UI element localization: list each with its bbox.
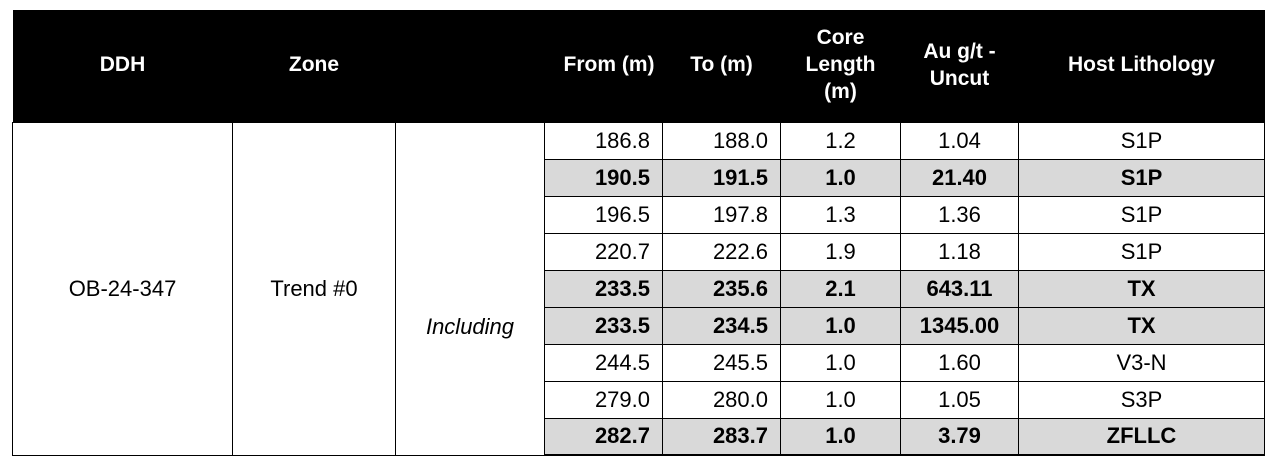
from-cell: 282.7 bbox=[544, 417, 663, 456]
assay-results-table-container: DDH Zone From (m) To (m) Core Length (m)… bbox=[12, 10, 1265, 456]
table-row: 279.0 280.0 1.0 1.05 S3P bbox=[13, 380, 1265, 419]
to-cell: 188.0 bbox=[662, 121, 781, 160]
length-cell: 1.0 bbox=[780, 306, 901, 345]
header-from: From (m) bbox=[544, 10, 663, 122]
host-cell: S1P bbox=[1018, 121, 1265, 160]
to-cell: 235.6 bbox=[662, 269, 781, 308]
au-cell: 1.18 bbox=[900, 232, 1019, 271]
header-core-line3: (m) bbox=[824, 80, 857, 104]
length-cell: 1.0 bbox=[780, 343, 901, 382]
table-row: OB-24-347 Trend #0 Including 186.8 188.0… bbox=[12, 121, 1265, 456]
header-to: To (m) bbox=[662, 10, 781, 122]
length-cell: 2.1 bbox=[780, 269, 901, 308]
length-cell: 1.0 bbox=[780, 380, 901, 419]
length-cell: 1.3 bbox=[780, 195, 901, 234]
au-cell: 1.36 bbox=[900, 195, 1019, 234]
table-row: 233.5 235.6 2.1 643.11 TX bbox=[13, 269, 1265, 308]
to-cell: 222.6 bbox=[662, 232, 781, 271]
header-core-line1: Core bbox=[816, 26, 865, 50]
to-cell: 245.5 bbox=[662, 343, 781, 382]
length-cell: 1.0 bbox=[780, 417, 901, 456]
table-row: 282.7 283.7 1.0 3.79 ZFLLC bbox=[13, 417, 1265, 456]
host-cell: S1P bbox=[1018, 158, 1265, 197]
from-cell: 186.8 bbox=[544, 121, 663, 160]
to-cell: 197.8 bbox=[662, 195, 781, 234]
from-cell: 220.7 bbox=[544, 232, 663, 271]
au-cell: 3.79 bbox=[900, 417, 1019, 456]
to-cell: 280.0 bbox=[662, 380, 781, 419]
host-cell: S3P bbox=[1018, 380, 1265, 419]
header-core-length: Core Length (m) bbox=[780, 10, 901, 122]
from-cell: 279.0 bbox=[544, 380, 663, 419]
length-cell: 1.9 bbox=[780, 232, 901, 271]
header-au-line2: Uncut bbox=[929, 66, 990, 90]
from-cell: 233.5 bbox=[544, 306, 663, 345]
host-cell: V3-N bbox=[1018, 343, 1265, 382]
including-label: Including bbox=[425, 313, 515, 339]
au-cell: 1.05 bbox=[900, 380, 1019, 419]
au-cell: 1.60 bbox=[900, 343, 1019, 382]
length-cell: 1.2 bbox=[780, 121, 901, 160]
host-cell: S1P bbox=[1018, 195, 1265, 234]
header-zone: Zone bbox=[232, 10, 396, 122]
au-cell: 1.04 bbox=[900, 121, 1019, 160]
header-ddh: DDH bbox=[12, 10, 233, 122]
table-row: 220.7 222.6 1.9 1.18 S1P bbox=[13, 232, 1265, 271]
table-row: 190.5 191.5 1.0 21.40 S1P bbox=[13, 158, 1265, 197]
au-cell: 21.40 bbox=[900, 158, 1019, 197]
from-cell: 190.5 bbox=[544, 158, 663, 197]
header-note bbox=[395, 10, 545, 122]
header-au-uncut: Au g/t - Uncut bbox=[900, 10, 1019, 122]
from-cell: 233.5 bbox=[544, 269, 663, 308]
header-host-lithology: Host Lithology bbox=[1018, 10, 1265, 122]
table-row: 233.5 234.5 1.0 1345.00 TX bbox=[13, 306, 1265, 345]
au-cell: 1345.00 bbox=[900, 306, 1019, 345]
to-cell: 191.5 bbox=[662, 158, 781, 197]
host-cell: TX bbox=[1018, 269, 1265, 308]
from-cell: 196.5 bbox=[544, 195, 663, 234]
header-row: DDH Zone From (m) To (m) Core Length (m)… bbox=[12, 10, 1265, 122]
length-cell: 1.0 bbox=[780, 158, 901, 197]
ddh-cell: OB-24-347 bbox=[12, 121, 233, 456]
zone-cell: Trend #0 bbox=[232, 121, 396, 456]
note-cell: Including bbox=[395, 121, 545, 456]
to-cell: 283.7 bbox=[662, 417, 781, 456]
host-cell: TX bbox=[1018, 306, 1265, 345]
header-core-line2: Length bbox=[805, 53, 876, 77]
from-cell: 244.5 bbox=[544, 343, 663, 382]
header-au-line1: Au g/t - bbox=[923, 39, 996, 63]
to-cell: 234.5 bbox=[662, 306, 781, 345]
host-cell: S1P bbox=[1018, 232, 1265, 271]
au-cell: 643.11 bbox=[900, 269, 1019, 308]
host-cell: ZFLLC bbox=[1018, 417, 1265, 456]
assay-results-table: DDH Zone From (m) To (m) Core Length (m)… bbox=[12, 10, 1265, 456]
